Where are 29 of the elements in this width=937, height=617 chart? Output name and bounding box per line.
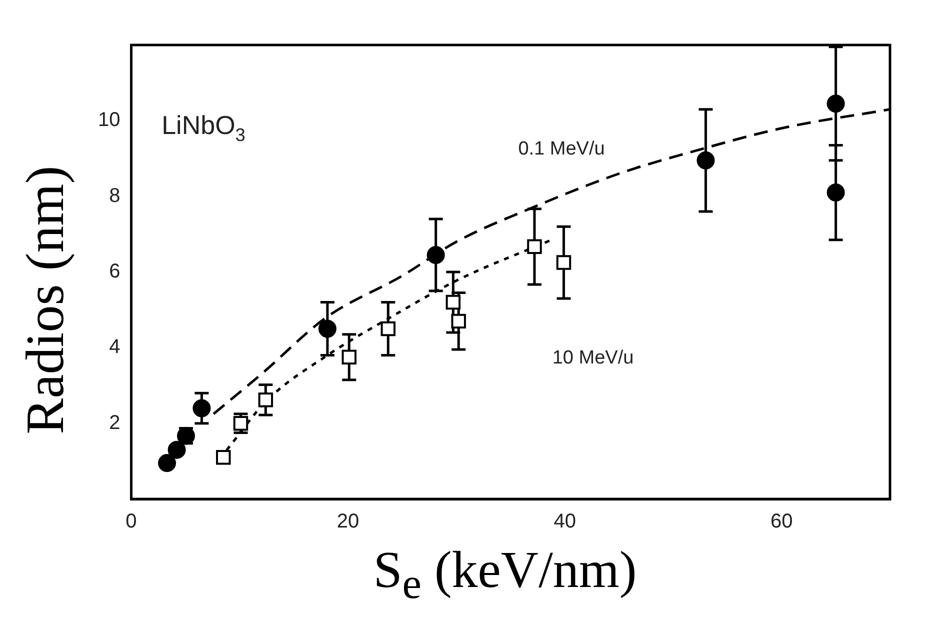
point bbox=[168, 440, 186, 459]
point bbox=[826, 94, 845, 113]
point bbox=[556, 255, 572, 270]
point bbox=[446, 294, 461, 310]
point bbox=[826, 184, 845, 202]
y-tick-label: 4 bbox=[109, 336, 120, 358]
y-tick-label: 8 bbox=[109, 184, 120, 207]
annotation: 0.1 MeV/u bbox=[518, 138, 605, 160]
y-tick-label: 10 bbox=[98, 109, 120, 132]
x-tick-label: 40 bbox=[554, 510, 576, 533]
point bbox=[451, 314, 466, 329]
annotation: 10 MeV/u bbox=[552, 347, 634, 368]
point bbox=[158, 454, 176, 472]
point bbox=[258, 392, 274, 408]
x-tick-label: 0 bbox=[126, 510, 137, 533]
point bbox=[342, 350, 356, 364]
y-tick-label: 6 bbox=[109, 260, 120, 283]
point bbox=[426, 246, 445, 264]
x-axis-title: S$_{e}$ (keV/nm) bbox=[373, 540, 637, 610]
y-axis-title: Radios (nm) bbox=[14, 166, 76, 434]
x-tick-label: 60 bbox=[770, 510, 793, 533]
point bbox=[696, 151, 715, 170]
point bbox=[318, 320, 336, 338]
x-tick-label: 20 bbox=[336, 510, 360, 533]
point bbox=[380, 321, 396, 336]
point bbox=[192, 399, 211, 418]
y-tick-label: 2 bbox=[109, 412, 120, 434]
point bbox=[527, 239, 542, 254]
point bbox=[216, 450, 231, 465]
